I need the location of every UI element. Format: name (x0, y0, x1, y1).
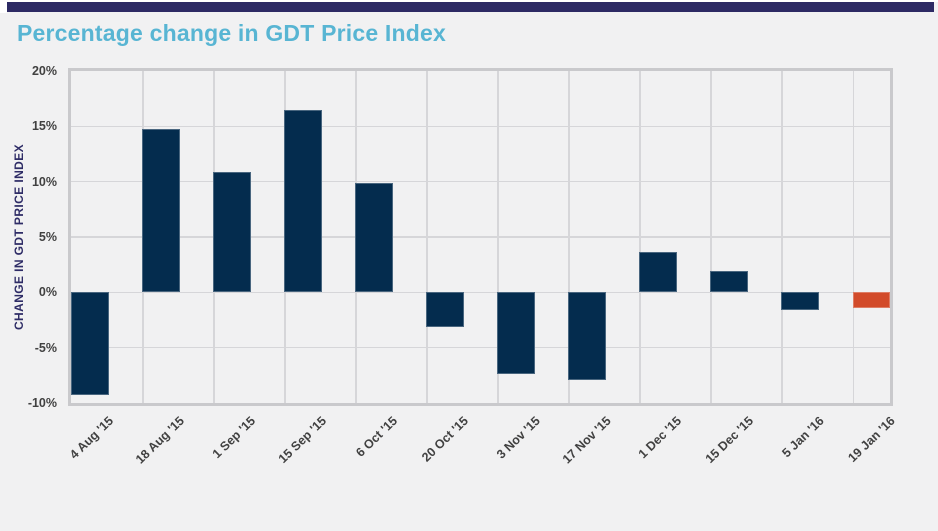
chart-bar[interactable] (142, 128, 180, 293)
chart-bar[interactable] (71, 292, 109, 396)
top-margin (0, 0, 938, 2)
y-tick-label: -10% (27, 396, 57, 410)
y-tick-label: 0% (38, 285, 57, 300)
gridline-vertical (710, 71, 712, 403)
y-tick-label: 10% (31, 174, 57, 189)
chart-bar[interactable] (497, 292, 535, 375)
accent-bar (7, 2, 934, 12)
chart-bar[interactable] (639, 252, 677, 293)
chart-bar[interactable] (426, 292, 464, 327)
gridline-horizontal (71, 346, 890, 349)
chart-bar[interactable] (284, 109, 322, 293)
y-tick-label: 20% (31, 64, 57, 78)
chart-bar[interactable] (710, 271, 748, 293)
gridline-horizontal (71, 180, 890, 183)
chart-bar[interactable] (852, 292, 890, 308)
gridline-horizontal (71, 236, 890, 238)
gridline-horizontal (71, 291, 890, 294)
x-category-label: 1 Dec '15 (636, 413, 685, 462)
x-category-label: 5 Jan '16 (779, 413, 827, 461)
y-tick-label: -5% (34, 340, 57, 355)
gridline-vertical (852, 71, 854, 403)
x-category-label: 15 Sep '15 (275, 413, 330, 466)
gridline-vertical (781, 71, 783, 403)
x-category-label: 19 Jan '16 (845, 413, 898, 465)
top-left-margin (0, 0, 7, 13)
chart-bar[interactable] (781, 292, 819, 311)
x-category-label: 6 Oct '15 (353, 413, 401, 460)
plot-inner (71, 71, 890, 403)
chart-bar[interactable] (213, 171, 251, 293)
x-category-label: 1 Sep '15 (209, 413, 259, 462)
chart-title: Percentage change in GDT Price Index (17, 20, 447, 46)
gridline-horizontal (71, 125, 890, 128)
x-category-label: 17 Nov '15 (559, 413, 614, 467)
chart-bar[interactable] (355, 182, 393, 293)
gridline-vertical (426, 71, 428, 403)
plot-area (68, 68, 893, 406)
gridline-vertical (497, 71, 499, 403)
x-category-label: 4 Aug '15 (67, 413, 117, 462)
x-category-label: 15 Dec '15 (702, 413, 756, 466)
y-tick-label: 5% (38, 230, 57, 244)
x-category-label: 18 Aug '15 (133, 413, 188, 467)
x-category-label: 20 Oct '15 (419, 413, 472, 465)
gridline-vertical (639, 71, 641, 403)
chart-bar[interactable] (568, 292, 606, 380)
y-tick-label: 15% (31, 119, 57, 134)
x-category-label: 3 Nov '15 (493, 413, 543, 462)
gridline-vertical (568, 71, 570, 403)
